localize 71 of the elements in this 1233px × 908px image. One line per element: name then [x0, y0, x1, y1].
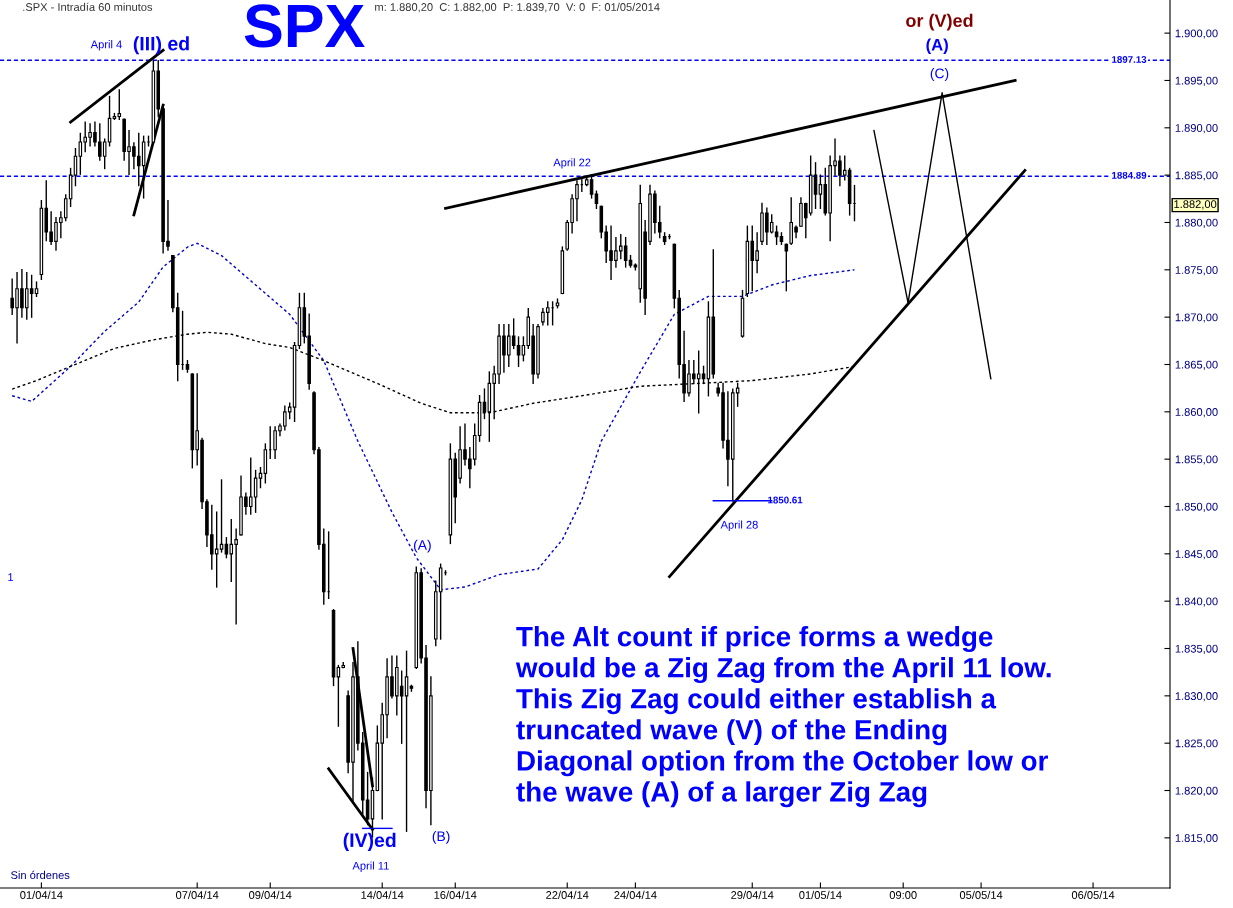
y-tick-label: 1.895,00 [1175, 76, 1218, 86]
candlestick [219, 479, 224, 553]
x-tick-label: 06/05/14 [1071, 890, 1115, 899]
annotation: or (V)ed [906, 13, 973, 31]
annotation: (B) [432, 830, 450, 844]
candlestick [438, 563, 443, 640]
x-tick-label: 09/04/14 [249, 890, 292, 899]
y-tick-label: 1.825,00 [1175, 739, 1218, 749]
y-tick-label: 1.860,00 [1175, 408, 1218, 418]
y-tick-label: 1.900,00 [1175, 29, 1218, 39]
candlestick [589, 174, 594, 199]
y-tick-label: 1.815,00 [1175, 834, 1218, 844]
candlestick [248, 457, 253, 515]
candlestick [623, 236, 628, 268]
candlestick [750, 225, 755, 292]
x-tick-label: 14/04/14 [361, 890, 404, 899]
x-tick-label: 09:00 [889, 891, 917, 899]
candlestick [253, 469, 258, 513]
candlestick [336, 664, 341, 727]
candlestick [263, 443, 268, 484]
y-tick-label: 1.835,00 [1175, 644, 1218, 654]
annotation: April 4 [90, 40, 122, 51]
annotation: (A) [413, 539, 431, 553]
annotation: April 11 [352, 861, 389, 872]
text: 1.882,00 [1174, 200, 1217, 210]
x-tick-label: 05/05/14 [959, 890, 1003, 899]
candlestick [78, 132, 83, 175]
candlestick [229, 519, 234, 582]
x-tick-label: 16/04/14 [434, 890, 477, 899]
y-tick-label: 1.870,00 [1175, 313, 1218, 323]
y-tick-label: 1.840,00 [1175, 597, 1218, 607]
candlestick [516, 336, 521, 368]
x-tick-label: 01/04/14 [20, 890, 63, 899]
annotation: April 28 [720, 520, 758, 531]
x-tick-label: 29/04/14 [731, 890, 774, 899]
annotation: (IV)ed [343, 832, 396, 851]
x-tick-label: 01/05/14 [799, 890, 842, 899]
y-tick-label: 1.830,00 [1175, 692, 1218, 702]
candlestick [784, 243, 789, 292]
annotation: April 22 [553, 158, 591, 169]
annotation: (III) ed [133, 36, 189, 55]
annotation: 1850.61 [768, 496, 803, 504]
ref-line-label: 1884.89 [1112, 171, 1147, 179]
y-tick-label: 1.885,00 [1175, 171, 1218, 181]
annotation: Sin órdenes [11, 870, 70, 880]
y-tick-label: 1.890,00 [1175, 124, 1218, 134]
annotation: (C) [930, 68, 949, 82]
ref-line-label: 1897.13 [1112, 56, 1147, 63]
y-tick-label: 1.880,00 [1175, 218, 1218, 228]
chart-title: SPX [244, 4, 365, 48]
y-tick-label: 1.875,00 [1175, 266, 1218, 276]
candlestick [29, 274, 34, 318]
y-tick-label: 1.820,00 [1175, 786, 1218, 796]
candlestick [399, 670, 404, 744]
x-tick-label: 24/04/14 [614, 890, 657, 899]
line-series [11, 242, 856, 591]
candlestick [141, 135, 146, 199]
annotation: m: 1.880,20 C: 1.882,00 P: 1.839,70 V: 0 F: 01/05/2014 [375, 2, 660, 13]
candlestick [545, 301, 550, 326]
x-tick-label: 22/04/14 [546, 890, 589, 899]
annotation: 1 [8, 573, 14, 581]
annotation: The Alt count if price forms a wedge would be a Zig Zag from the April 11 low. This Zig Zag could either establish a truncated wave (V) of the Ending Diagonal option from the October low or the wave (A) of a larger Zig Zag [515, 626, 1051, 808]
y-tick-label: 1.845,00 [1175, 550, 1218, 560]
x-tick-label: 07/04/14 [176, 890, 219, 899]
candlestick [214, 511, 219, 588]
candlestick [117, 89, 122, 120]
y-tick-label: 1.850,00 [1175, 502, 1218, 512]
annotation: (A) [926, 38, 948, 54]
y-tick-label: 1.865,00 [1175, 360, 1218, 370]
annotation: .SPX - Intradía 60 minutos [23, 2, 153, 11]
y-tick-label: 1.855,00 [1175, 455, 1218, 465]
